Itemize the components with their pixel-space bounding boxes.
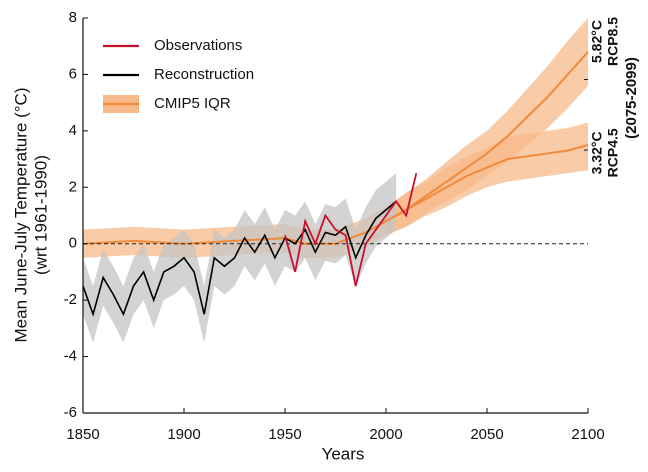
x-tick-label: 2100 [571,426,604,443]
y-tick-label: 2 [69,178,77,195]
uncertainty-band [386,122,588,236]
series-line [82,200,397,317]
x-tick-label: 2000 [369,426,402,443]
y-tick-label: 6 [69,65,77,82]
x-tick-label: 1850 [66,426,99,443]
legend-label: CMIP5 IQR [154,95,231,112]
x-tick-label: 1900 [167,426,200,443]
y-tick-label: 8 [69,9,77,26]
scenario-name: RCP8.5 [605,17,621,66]
legend-label: Reconstruction [154,66,254,83]
x-tick-label: 1950 [268,426,301,443]
legend-label: Observations [154,37,242,54]
uncertainty-band [83,18,588,258]
scenario-value: 5.82°C [589,20,605,63]
series-line [385,144,589,223]
y-tick-label: -6 [64,404,77,421]
y-axis-label: Mean June-July Temperature (°C) [11,88,30,343]
x-tick-label: 2050 [470,426,503,443]
y-tick-label: 0 [69,235,77,252]
series-line [82,51,589,245]
y-tick-label: -4 [64,348,77,365]
scenario-value: 3.32°C [589,131,605,174]
y-tick-label: 4 [69,122,77,139]
series-line [284,172,418,287]
uncertainty-band [83,173,397,343]
x-axis-label: Years [322,444,365,463]
y-axis-label: (wrt 1961-1990) [31,155,50,275]
period-label: (2075-2099) [623,57,640,139]
scenario-name: RCP4.5 [605,128,621,177]
y-tick-label: -2 [64,291,77,308]
